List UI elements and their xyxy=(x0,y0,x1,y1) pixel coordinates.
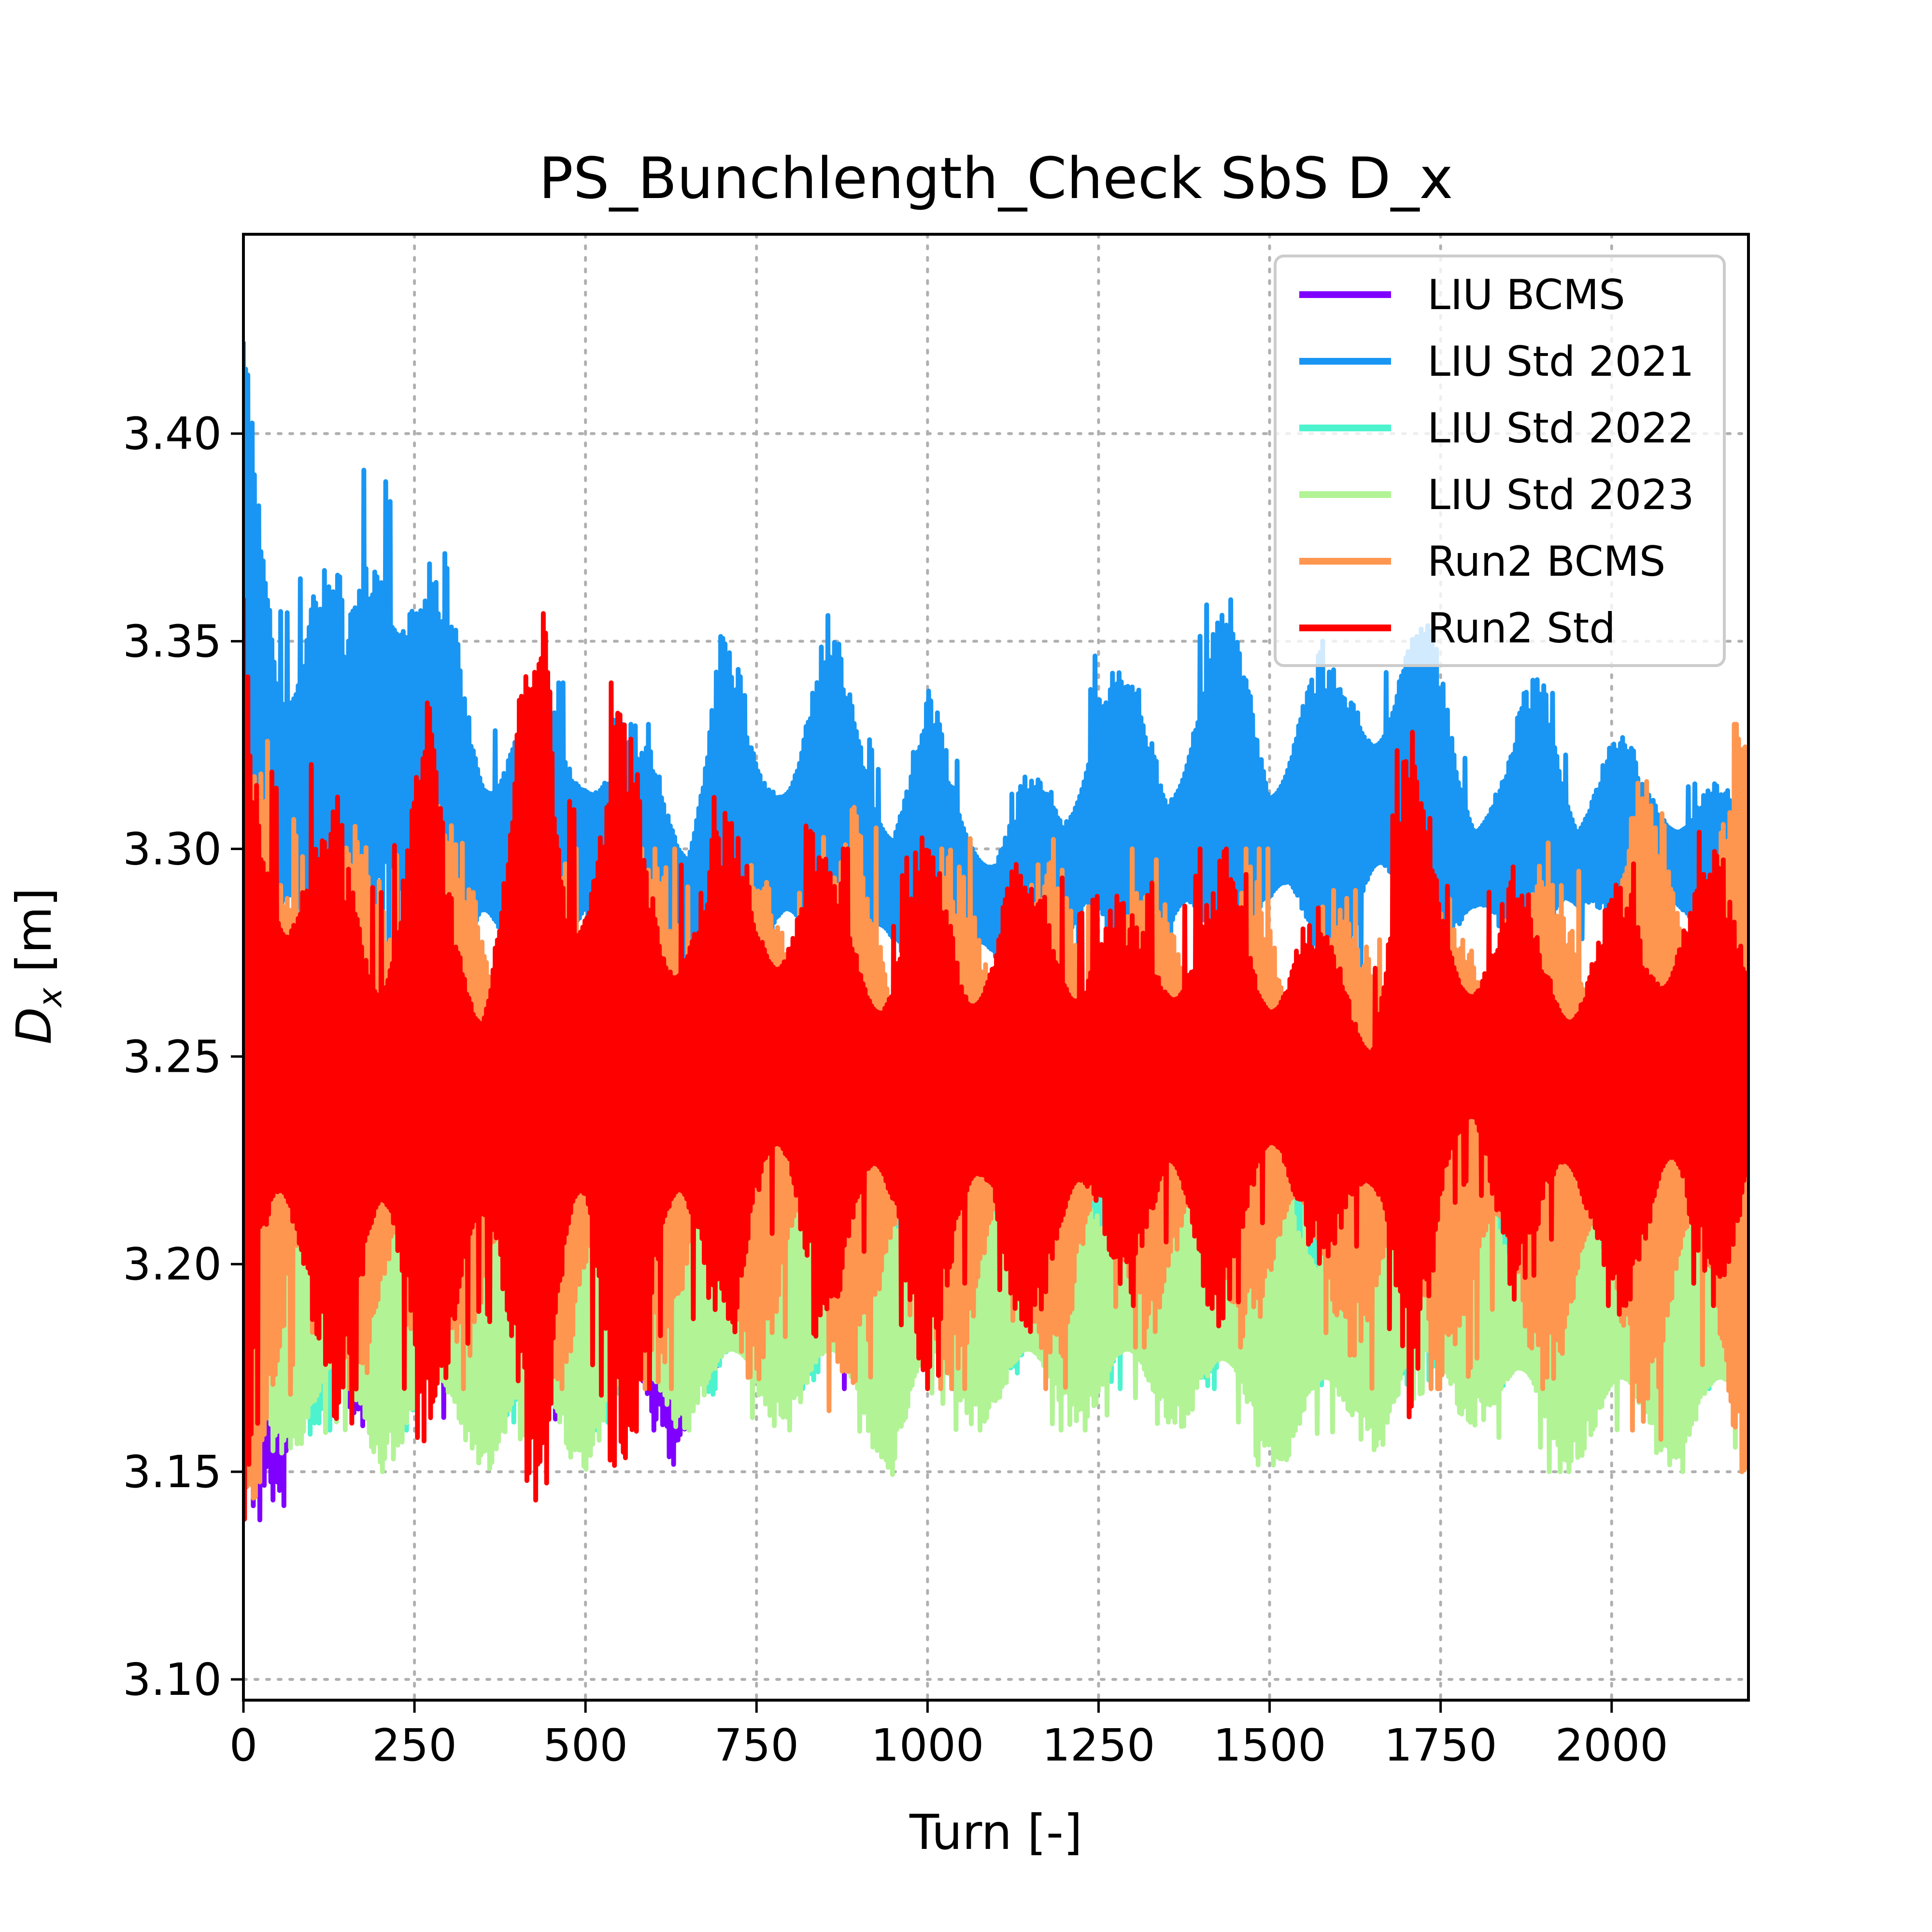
x-axis-label: Turn [-] xyxy=(909,1804,1082,1861)
x-tick-label: 2000 xyxy=(1555,1719,1668,1771)
x-tick-label: 0 xyxy=(229,1719,258,1771)
x-tick-label: 1000 xyxy=(871,1719,984,1771)
y-tick-label: 3.20 xyxy=(123,1238,222,1290)
y-axis-label: Dx [m] xyxy=(6,888,70,1045)
x-tick-label: 750 xyxy=(714,1719,799,1771)
legend-label: Run2 Std xyxy=(1427,604,1616,653)
y-tick-label: 3.25 xyxy=(123,1031,222,1082)
y-axis-label-unit: [m] xyxy=(6,888,62,988)
y-axis-label-subscript: x xyxy=(31,987,70,1008)
y-tick-label: 3.10 xyxy=(123,1654,222,1705)
y-tick-label: 3.40 xyxy=(123,408,222,460)
legend-label: Run2 BCMS xyxy=(1427,538,1665,586)
y-tick-label: 3.35 xyxy=(123,616,222,668)
series-line xyxy=(243,1137,1748,1477)
series-layer xyxy=(243,341,1748,1522)
x-tick-label: 1750 xyxy=(1384,1719,1497,1771)
y-tick-label: 3.15 xyxy=(123,1446,222,1498)
legend-label: LIU Std 2022 xyxy=(1427,404,1694,453)
series-line xyxy=(243,597,1748,1522)
chart-title: PS_Bunchlength_Check SbS D_x xyxy=(539,145,1453,212)
y-axis-label-main: D xyxy=(6,1007,62,1044)
plot-frame xyxy=(242,233,1750,1702)
legend-label: LIU Std 2023 xyxy=(1427,471,1694,519)
x-tick-label: 500 xyxy=(543,1719,628,1771)
x-tick-label: 250 xyxy=(372,1719,457,1771)
legend-label: LIU Std 2021 xyxy=(1427,338,1694,386)
y-tick-label: 3.30 xyxy=(123,823,222,875)
x-tick-label: 1500 xyxy=(1213,1719,1326,1771)
axis-ticks: 0 250 500 750 1000 1250 1500 1750 2000 3.10 3.15 3.… xyxy=(123,408,1668,1771)
legend-label: LIU BCMS xyxy=(1427,271,1625,319)
x-tick-label: 1250 xyxy=(1042,1719,1155,1771)
legend: LIU BCMS LIU Std 2021 LIU Std 2022 LIU Std … xyxy=(1274,255,1726,667)
series-line xyxy=(243,341,1748,1094)
